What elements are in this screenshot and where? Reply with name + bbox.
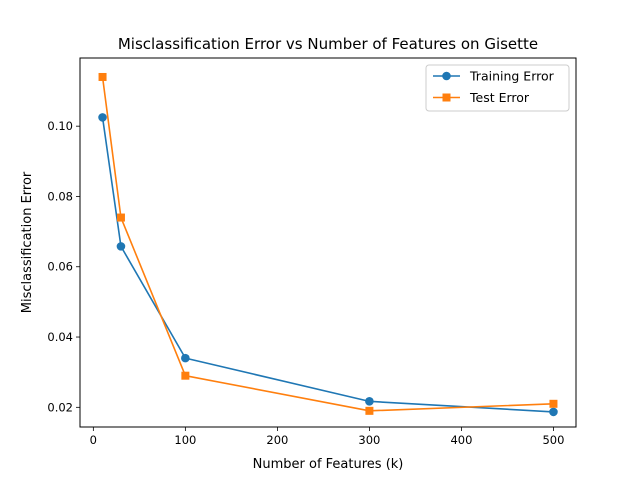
axes-frame xyxy=(79,57,577,428)
x-tick-label: 300 xyxy=(358,433,380,447)
legend-box xyxy=(425,64,570,112)
y-tick-label: 0.02 xyxy=(47,400,73,414)
data-point-circle xyxy=(365,397,374,406)
series-line-2 xyxy=(101,76,554,412)
chart-title: Misclassification Error vs Number of Fea… xyxy=(118,35,538,53)
legend-marker-square xyxy=(442,93,451,102)
y-tick-label: 0.10 xyxy=(47,119,73,133)
data-point-circle xyxy=(549,407,558,417)
data-point-square xyxy=(365,406,374,415)
x-tick-label: 200 xyxy=(266,433,288,447)
data-point-circle xyxy=(181,353,190,363)
y-axis-label: Misclassification Error xyxy=(20,171,35,313)
x-tick-label: 500 xyxy=(542,433,564,447)
data-point-square xyxy=(116,213,125,222)
y-tick-label: 0.04 xyxy=(47,330,73,344)
legend-label: Test Error xyxy=(469,90,530,105)
x-tick-label: 100 xyxy=(174,433,196,447)
plot-area xyxy=(98,72,558,417)
data-point-square xyxy=(98,72,107,81)
data-point-circle xyxy=(116,242,126,251)
legend: Training Error Test Error xyxy=(425,64,570,112)
data-point-square xyxy=(549,399,558,408)
data-point-square xyxy=(181,371,190,380)
x-axis-label: Number of Features (k) xyxy=(253,457,404,472)
y-axis-ticks: 0.02 0.04 0.06 0.08 0.10 xyxy=(47,119,80,414)
x-tick-label: 400 xyxy=(450,433,472,447)
y-tick-label: 0.06 xyxy=(47,260,73,274)
series-line-1 xyxy=(101,117,554,413)
x-axis-ticks: 0 100 200 300 400 500 xyxy=(90,427,564,447)
data-point-circle xyxy=(98,113,107,122)
legend-marker-circle xyxy=(442,71,451,81)
y-tick-label: 0.08 xyxy=(47,189,73,203)
legend-label: Training Error xyxy=(469,69,555,84)
x-tick-label: 0 xyxy=(90,433,97,447)
